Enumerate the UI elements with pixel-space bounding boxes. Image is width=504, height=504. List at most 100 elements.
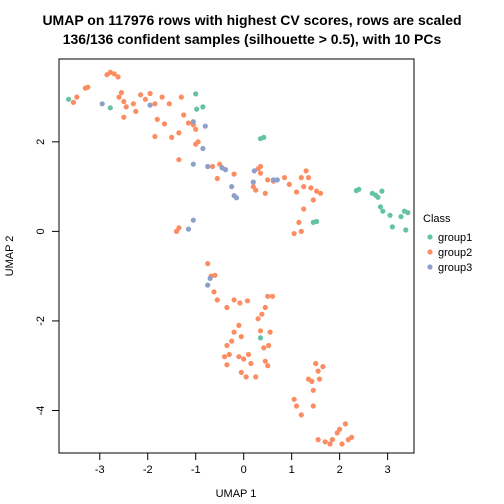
point-group2 bbox=[121, 114, 127, 120]
x-tick-label: 2 bbox=[337, 464, 343, 476]
point-group2 bbox=[310, 403, 316, 409]
point-group2 bbox=[211, 289, 217, 295]
point-group1 bbox=[314, 218, 320, 225]
point-group2 bbox=[229, 338, 235, 344]
point-group2 bbox=[315, 437, 321, 443]
point-group2 bbox=[308, 185, 314, 191]
point-group2 bbox=[152, 101, 158, 107]
point-group3 bbox=[270, 177, 276, 183]
point-group2 bbox=[176, 225, 182, 231]
point-group2 bbox=[118, 90, 124, 96]
point-group2 bbox=[349, 434, 355, 440]
point-group2 bbox=[342, 421, 348, 427]
point-group3 bbox=[200, 145, 206, 152]
point-group2 bbox=[313, 360, 319, 367]
point-group2 bbox=[237, 300, 243, 306]
point-group2 bbox=[193, 126, 199, 132]
point-group2 bbox=[269, 293, 276, 299]
point-group2 bbox=[257, 170, 264, 176]
point-group2 bbox=[286, 181, 292, 187]
point-group2 bbox=[245, 351, 252, 358]
point-group1 bbox=[405, 210, 411, 216]
x-axis: -3 -2 -1 0 1 2 3 bbox=[95, 452, 391, 476]
point-group2 bbox=[70, 99, 76, 105]
point-group2 bbox=[255, 316, 261, 322]
x-tick-label: 3 bbox=[385, 464, 391, 476]
point-group2 bbox=[262, 190, 268, 196]
point-group2 bbox=[309, 378, 315, 384]
point-group1 bbox=[261, 134, 267, 140]
point-group3 bbox=[147, 102, 153, 108]
y-tick-label: -4 bbox=[35, 406, 47, 416]
point-group3 bbox=[207, 275, 213, 281]
legend-label-group2: group2 bbox=[438, 247, 472, 259]
series-group2 bbox=[70, 69, 355, 447]
point-group2 bbox=[310, 387, 316, 393]
point-group2 bbox=[231, 297, 237, 303]
x-tick-label: -3 bbox=[95, 464, 105, 476]
chart-title-line1: UMAP on 117976 rows with highest CV scor… bbox=[42, 12, 461, 28]
point-group2 bbox=[253, 187, 259, 193]
point-group3 bbox=[205, 282, 211, 288]
y-tick-label: -2 bbox=[35, 316, 47, 326]
point-group3 bbox=[202, 123, 208, 129]
point-group2 bbox=[176, 157, 182, 163]
point-group2 bbox=[261, 345, 267, 351]
point-group2 bbox=[142, 96, 148, 102]
point-group2 bbox=[316, 376, 323, 382]
point-group2 bbox=[236, 354, 242, 360]
point-group2 bbox=[327, 441, 333, 447]
point-group2 bbox=[293, 189, 300, 195]
point-group1 bbox=[257, 335, 264, 341]
point-group2 bbox=[176, 130, 182, 136]
series-group1 bbox=[66, 91, 411, 341]
point-group2 bbox=[178, 94, 184, 100]
point-group2 bbox=[159, 94, 165, 100]
point-group2 bbox=[116, 94, 122, 100]
point-group2 bbox=[293, 403, 300, 409]
point-group3 bbox=[190, 161, 196, 167]
point-group2 bbox=[205, 261, 211, 267]
point-group2 bbox=[121, 98, 127, 105]
point-group2 bbox=[130, 101, 136, 107]
point-group1 bbox=[375, 194, 381, 200]
point-group2 bbox=[161, 121, 168, 127]
point-group2 bbox=[74, 94, 80, 100]
point-group2 bbox=[337, 426, 343, 432]
point-group2 bbox=[111, 71, 117, 77]
point-group2 bbox=[147, 90, 153, 97]
point-group1 bbox=[379, 188, 385, 194]
point-group2 bbox=[224, 304, 230, 311]
point-group2 bbox=[301, 206, 307, 212]
point-group1 bbox=[380, 208, 386, 214]
point-group2 bbox=[243, 374, 249, 380]
point-group2 bbox=[241, 356, 247, 362]
point-group2 bbox=[265, 177, 271, 183]
point-group2 bbox=[231, 329, 237, 335]
x-tick-label: -1 bbox=[191, 464, 201, 476]
point-group2 bbox=[236, 322, 242, 328]
point-group1 bbox=[403, 227, 409, 233]
point-group3 bbox=[190, 217, 196, 223]
point-group2 bbox=[214, 297, 220, 303]
point-group1 bbox=[194, 106, 200, 112]
point-group2 bbox=[298, 175, 304, 181]
point-group2 bbox=[262, 304, 268, 311]
point-group2 bbox=[281, 175, 288, 181]
point-group1 bbox=[66, 96, 72, 102]
point-group2 bbox=[317, 190, 324, 196]
legend-label-group3: group3 bbox=[438, 262, 472, 274]
y-axis-label: UMAP 2 bbox=[4, 236, 16, 277]
point-group2 bbox=[133, 108, 139, 114]
point-group3 bbox=[99, 101, 105, 107]
point-group2 bbox=[303, 168, 309, 174]
legend-marker-group1 bbox=[427, 234, 433, 240]
point-group3 bbox=[251, 168, 257, 174]
y-tick-label: 0 bbox=[35, 228, 47, 234]
point-group1 bbox=[377, 204, 383, 210]
point-group1 bbox=[193, 91, 199, 97]
y-axis: -4 -2 0 2 bbox=[35, 139, 60, 416]
legend-title: Class bbox=[423, 213, 451, 225]
point-group2 bbox=[238, 334, 244, 340]
